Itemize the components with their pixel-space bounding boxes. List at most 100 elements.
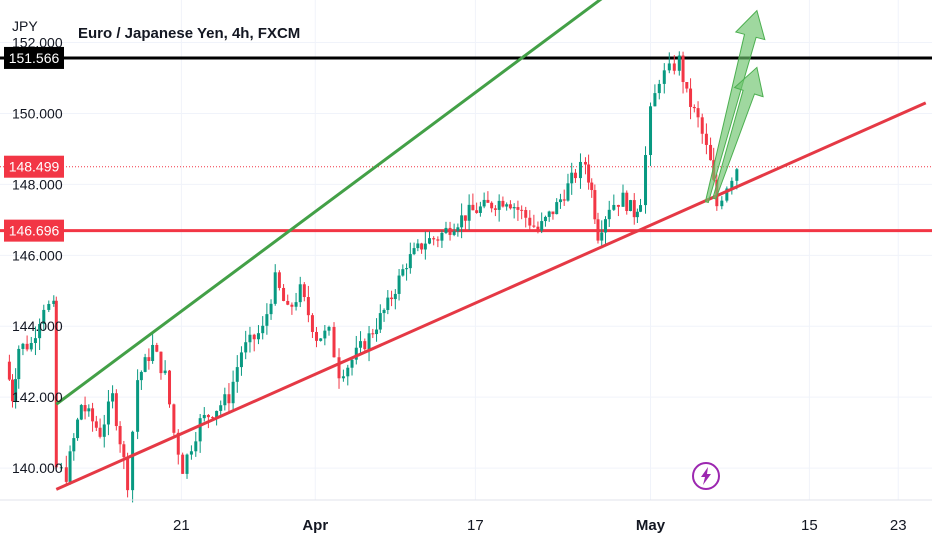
candle-body [730, 180, 734, 189]
candle-body [64, 467, 68, 482]
candle-body [689, 88, 693, 107]
candle-body [76, 419, 80, 439]
candle-body [341, 376, 345, 379]
candle-body [47, 303, 51, 310]
candle-body [486, 199, 490, 203]
candle-body [463, 215, 467, 221]
candle-body [639, 205, 643, 212]
candle-body [350, 359, 354, 368]
candle-body [516, 207, 520, 210]
candle-body [390, 297, 394, 300]
candle-body [667, 63, 671, 71]
candle-body [310, 315, 314, 332]
candle-body [467, 204, 471, 221]
candle-body [273, 272, 277, 304]
candle-body [298, 284, 302, 303]
lightning-icon[interactable] [692, 462, 720, 490]
candle-body [7, 361, 11, 380]
price-tag-label: 146.696 [9, 223, 60, 239]
candle-body [436, 239, 440, 241]
candle-body [29, 343, 33, 350]
candle-body [168, 370, 172, 405]
candle-body [38, 324, 42, 339]
candle-body [596, 219, 600, 241]
projection-arrow [704, 9, 766, 204]
candle-body [126, 457, 130, 491]
candles [7, 51, 739, 503]
candle-body [555, 202, 559, 215]
candle-body [21, 343, 25, 349]
candle-body [87, 408, 91, 412]
x-axis: 21 Apr 17 May 15 23 [173, 517, 907, 534]
candle-body [524, 210, 528, 218]
candle-body [505, 204, 509, 207]
y-tick-label: 140.000 [12, 460, 63, 476]
candle-body [155, 344, 159, 352]
x-tick-label: 21 [173, 517, 190, 534]
candle-body [405, 268, 409, 270]
candle-body [704, 133, 708, 145]
candle-body [256, 333, 260, 340]
y-tick-label: 152.000 [12, 35, 63, 51]
candle-body [367, 333, 371, 350]
candle-body [139, 371, 143, 381]
candle-body [583, 161, 587, 165]
candle-body [223, 394, 227, 406]
candle-body [68, 451, 72, 482]
candle-body [131, 431, 135, 491]
candle-body [248, 334, 252, 343]
candle-body [696, 108, 700, 118]
chart-title: Euro / Japanese Yen, 4h, FXCM [78, 25, 300, 42]
candle-body [497, 200, 501, 210]
candle-body [603, 219, 607, 233]
candle-body [79, 405, 83, 420]
candle-body [185, 454, 189, 474]
candle-body [122, 444, 126, 458]
candle-body [587, 164, 591, 183]
candle-body [725, 188, 729, 201]
candle-body [378, 313, 382, 330]
candle-body [354, 347, 358, 360]
candle-body [265, 314, 269, 326]
candle-body [508, 204, 512, 209]
candle-body [98, 427, 102, 437]
candle-body [621, 192, 625, 207]
candle-body [520, 209, 524, 211]
unit-label: JPY [12, 18, 38, 34]
candle-body [118, 426, 122, 445]
candle-body [136, 380, 140, 432]
candle-body [408, 254, 412, 269]
candle-body [681, 55, 685, 83]
candle-body [375, 329, 379, 335]
candle-body [493, 208, 497, 210]
candle-body [382, 309, 386, 314]
candle-body [440, 232, 444, 241]
candle-body [363, 341, 367, 350]
candle-body [570, 172, 574, 184]
candle-body [102, 424, 106, 437]
candle-body [612, 204, 616, 210]
candle-body [215, 410, 219, 419]
candle-body [172, 404, 176, 433]
candle-body [359, 341, 363, 348]
candle-body [657, 83, 661, 94]
candle-body [685, 82, 689, 89]
candle-body [593, 190, 597, 220]
candle-body [662, 70, 666, 84]
candle-body [632, 200, 636, 218]
candle-body [653, 93, 657, 107]
candle-body [227, 394, 231, 404]
candle-body [25, 343, 29, 350]
candle-body [720, 200, 724, 207]
projection-arrow [712, 66, 764, 200]
candle-body [547, 211, 551, 217]
candle-body [562, 199, 566, 201]
candle-body [401, 269, 405, 276]
candle-body [629, 200, 633, 211]
candle-body [475, 210, 479, 213]
candle-body [319, 338, 323, 341]
candle-body [543, 216, 547, 222]
candle-body [323, 330, 327, 339]
price-tag [4, 219, 64, 242]
